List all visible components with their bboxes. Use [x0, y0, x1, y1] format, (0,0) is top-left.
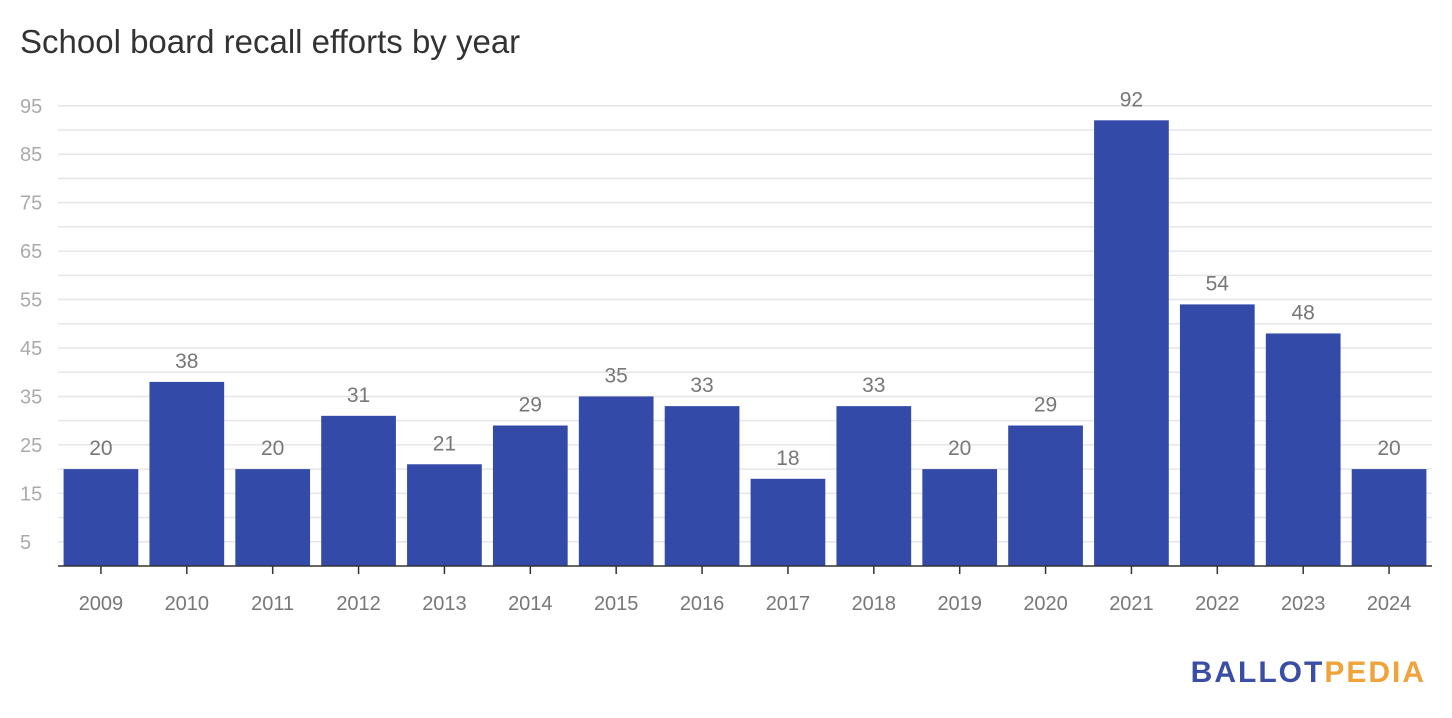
x-tick-label-2019: 2019: [937, 593, 982, 615]
bar-2019[interactable]: [922, 469, 998, 566]
y-tick-label: 55: [20, 290, 42, 312]
bar-2011[interactable]: [235, 469, 311, 566]
bar-2024[interactable]: [1351, 469, 1427, 566]
data-label-2010: 38: [175, 350, 198, 373]
data-label-2009: 20: [89, 437, 112, 460]
y-axis-ticks: 5 15 25 35 45 55 65 75 85 95: [20, 96, 42, 554]
data-label-2016: 33: [690, 374, 713, 397]
x-tick-label-2023: 2023: [1281, 593, 1326, 615]
y-tick-label: 25: [20, 435, 42, 457]
chart-title: School board recall efforts by year: [20, 23, 521, 60]
bar-2014[interactable]: [492, 425, 568, 566]
x-axis: 2009 2010 2011 2012 2013 2014 2015 2016 2017 2018…: [58, 565, 1432, 615]
x-tick-label-2015: 2015: [594, 593, 639, 615]
x-tick-label-2018: 2018: [852, 593, 897, 615]
bar-2022[interactable]: [1179, 304, 1255, 566]
y-tick-label: 95: [20, 96, 42, 118]
bar-2020[interactable]: [1008, 425, 1083, 566]
data-label-2014: 29: [519, 394, 542, 417]
x-tick-label-2014: 2014: [508, 593, 553, 615]
data-label-2015: 35: [605, 364, 628, 387]
bar-2018[interactable]: [836, 406, 912, 566]
y-tick-label: 45: [20, 338, 42, 360]
y-tick-label: 5: [20, 532, 31, 554]
data-label-2023: 48: [1292, 301, 1315, 324]
bars: [63, 120, 1427, 566]
x-tick-label-2020: 2020: [1023, 593, 1068, 615]
x-tick-label-2011: 2011: [251, 593, 294, 615]
x-tick-label-2012: 2012: [336, 593, 381, 615]
bar-2012[interactable]: [321, 415, 396, 566]
x-tick-label-2017: 2017: [766, 593, 811, 615]
y-tick-label: 75: [20, 193, 42, 215]
x-tick-label-2013: 2013: [422, 593, 467, 615]
y-tick-label: 35: [20, 386, 42, 408]
bar-2016[interactable]: [664, 406, 740, 566]
data-label-2017: 18: [776, 447, 799, 470]
x-tick-label-2022: 2022: [1195, 593, 1240, 615]
x-tick-label-2021: 2021: [1109, 593, 1154, 615]
bar-2021[interactable]: [1094, 120, 1169, 566]
data-label-2024: 20: [1377, 437, 1400, 460]
data-label-2012: 31: [347, 384, 370, 407]
bar-2010[interactable]: [149, 381, 225, 566]
x-tick-label-2016: 2016: [680, 593, 725, 615]
y-tick-label: 15: [20, 483, 42, 505]
y-tick-label: 85: [20, 144, 42, 166]
ballotpedia-logo[interactable]: BALLOTPEDIA: [1191, 655, 1426, 691]
bar-2023[interactable]: [1265, 333, 1341, 566]
data-labels: 20 38 20 31 21 29 35 33 18 33 20 29 92 54 48 20: [89, 88, 1400, 469]
bar-2013[interactable]: [407, 464, 482, 566]
bar-2015[interactable]: [578, 396, 654, 566]
data-label-2011: 20: [261, 437, 284, 460]
data-label-2021: 92: [1120, 88, 1143, 111]
bar-2017[interactable]: [750, 478, 826, 566]
x-tick-label-2010: 2010: [165, 593, 210, 615]
bar-2009[interactable]: [63, 469, 139, 566]
data-label-2020: 29: [1034, 394, 1057, 417]
x-tick-label-2009: 2009: [79, 593, 124, 615]
y-tick-label: 65: [20, 241, 42, 263]
data-label-2022: 54: [1206, 272, 1230, 295]
logo-ballot: BALLOT: [1190, 656, 1325, 689]
data-label-2019: 20: [948, 437, 971, 460]
data-label-2018: 33: [862, 374, 885, 397]
logo-pedia: PEDIA: [1324, 656, 1426, 689]
x-tick-label-2024: 2024: [1367, 593, 1412, 615]
data-label-2013: 21: [433, 432, 456, 455]
